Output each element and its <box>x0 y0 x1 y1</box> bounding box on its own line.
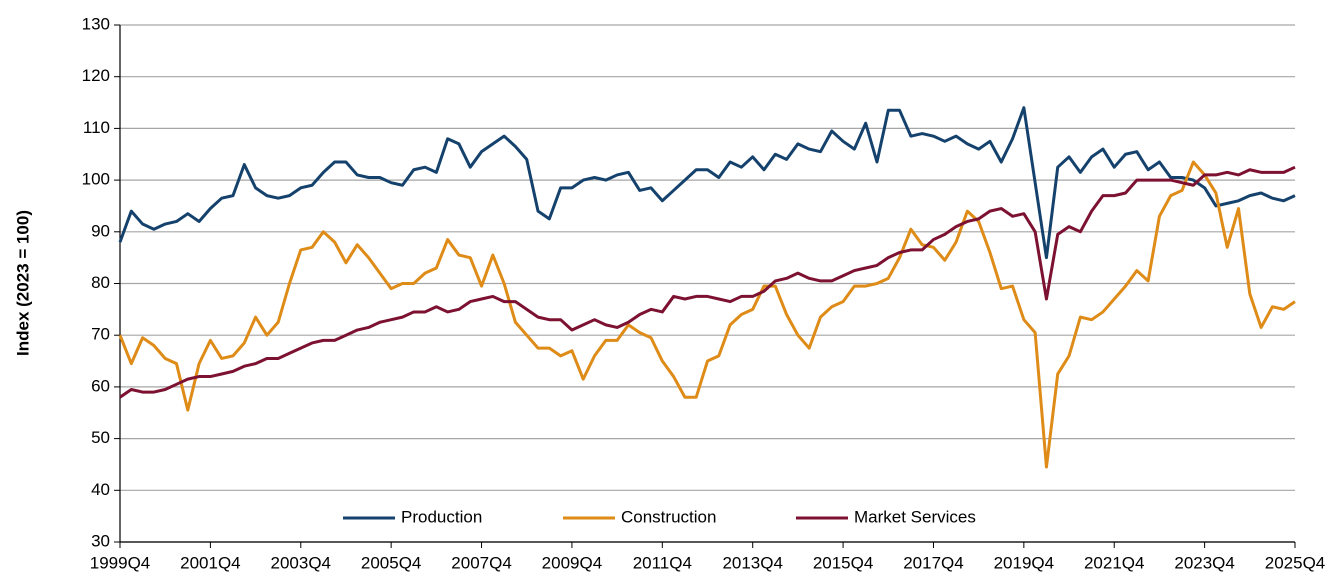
y-axis-title: Index (2023 = 100) <box>13 210 32 356</box>
y-tick-label: 70 <box>91 325 110 344</box>
legend-label: Construction <box>621 507 716 526</box>
y-tick-label: 90 <box>91 221 110 240</box>
y-tick-label: 30 <box>91 531 110 550</box>
y-tick-label: 120 <box>82 66 110 85</box>
y-tick-label: 100 <box>82 170 110 189</box>
legend-label: Production <box>401 507 482 526</box>
x-tick-label: 2001Q4 <box>180 553 241 572</box>
x-tick-label: 2009Q4 <box>542 553 603 572</box>
y-tick-label: 80 <box>91 273 110 292</box>
x-tick-label: 2015Q4 <box>813 553 874 572</box>
legend-label: Market Services <box>854 507 976 526</box>
x-tick-label: 1999Q4 <box>90 553 151 572</box>
x-tick-label: 2025Q4 <box>1265 553 1326 572</box>
x-tick-label: 2005Q4 <box>361 553 422 572</box>
series-line <box>118 106 1296 260</box>
series-line <box>118 160 1296 469</box>
series-line <box>119 165 1296 399</box>
x-tick-label: 2017Q4 <box>903 553 964 572</box>
x-tick-label: 2023Q4 <box>1174 553 1235 572</box>
x-tick-label: 2007Q4 <box>451 553 512 572</box>
y-tick-label: 40 <box>91 480 110 499</box>
x-tick-label: 2021Q4 <box>1084 553 1145 572</box>
y-tick-label: 110 <box>83 118 110 137</box>
y-tick-label: 60 <box>91 376 110 395</box>
y-tick-label: 130 <box>82 14 110 33</box>
x-tick-label: 2019Q4 <box>994 553 1055 572</box>
y-tick-label: 50 <box>91 428 110 447</box>
x-tick-label: 2003Q4 <box>271 553 332 572</box>
x-tick-label: 2011Q4 <box>633 553 692 572</box>
x-tick-label: 2013Q4 <box>722 553 783 572</box>
